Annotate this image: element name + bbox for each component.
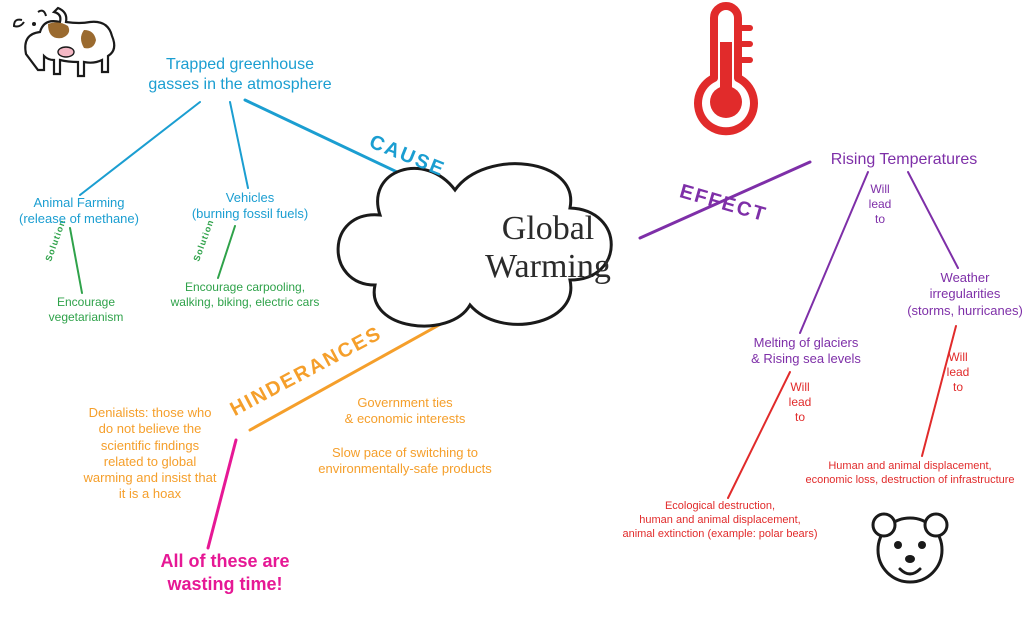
node-wasting-time: All of these arewasting time! xyxy=(110,550,340,595)
node-solution-vegetarian: Encouragevegetarianism xyxy=(26,295,146,325)
polar-bear-icon xyxy=(873,514,947,582)
central-topic: Global Warming xyxy=(458,210,638,286)
node-greenhouse-gasses: Trapped greenhousegasses in the atmosphe… xyxy=(120,55,360,95)
central-line1: Global xyxy=(458,210,638,248)
node-denialists: Denialists: those whodo not believe thes… xyxy=(55,405,245,503)
node-vehicles: Vehicles(burning fossil fuels) xyxy=(170,190,330,223)
node-ecological-destruction: Ecological destruction,human and animal … xyxy=(570,500,870,541)
cow-icon xyxy=(14,8,114,76)
node-animal-farming: Animal Farming(release of methane) xyxy=(0,195,164,228)
node-human-displacement: Human and animal displacement,economic l… xyxy=(770,460,1024,488)
thermometer-icon xyxy=(698,6,754,131)
node-weather-irregular: Weatherirregularities(storms, hurricanes… xyxy=(890,270,1024,319)
node-will-lead-to-3: Willleadto xyxy=(928,350,988,395)
node-slow-pace: Slow pace of switching toenvironmentally… xyxy=(280,445,530,478)
node-rising-temperatures: Rising Temperatures xyxy=(794,150,1014,170)
central-line2: Warming xyxy=(458,248,638,286)
node-will-lead-to-1: Willleadto xyxy=(850,182,910,227)
node-will-lead-to-2: Willleadto xyxy=(770,380,830,425)
node-solution-carpool: Encourage carpooling,walking, biking, el… xyxy=(140,280,350,310)
node-government-ties: Government ties& economic interests xyxy=(300,395,510,428)
node-melting-glaciers: Melting of glaciers& Rising sea levels xyxy=(716,335,896,368)
